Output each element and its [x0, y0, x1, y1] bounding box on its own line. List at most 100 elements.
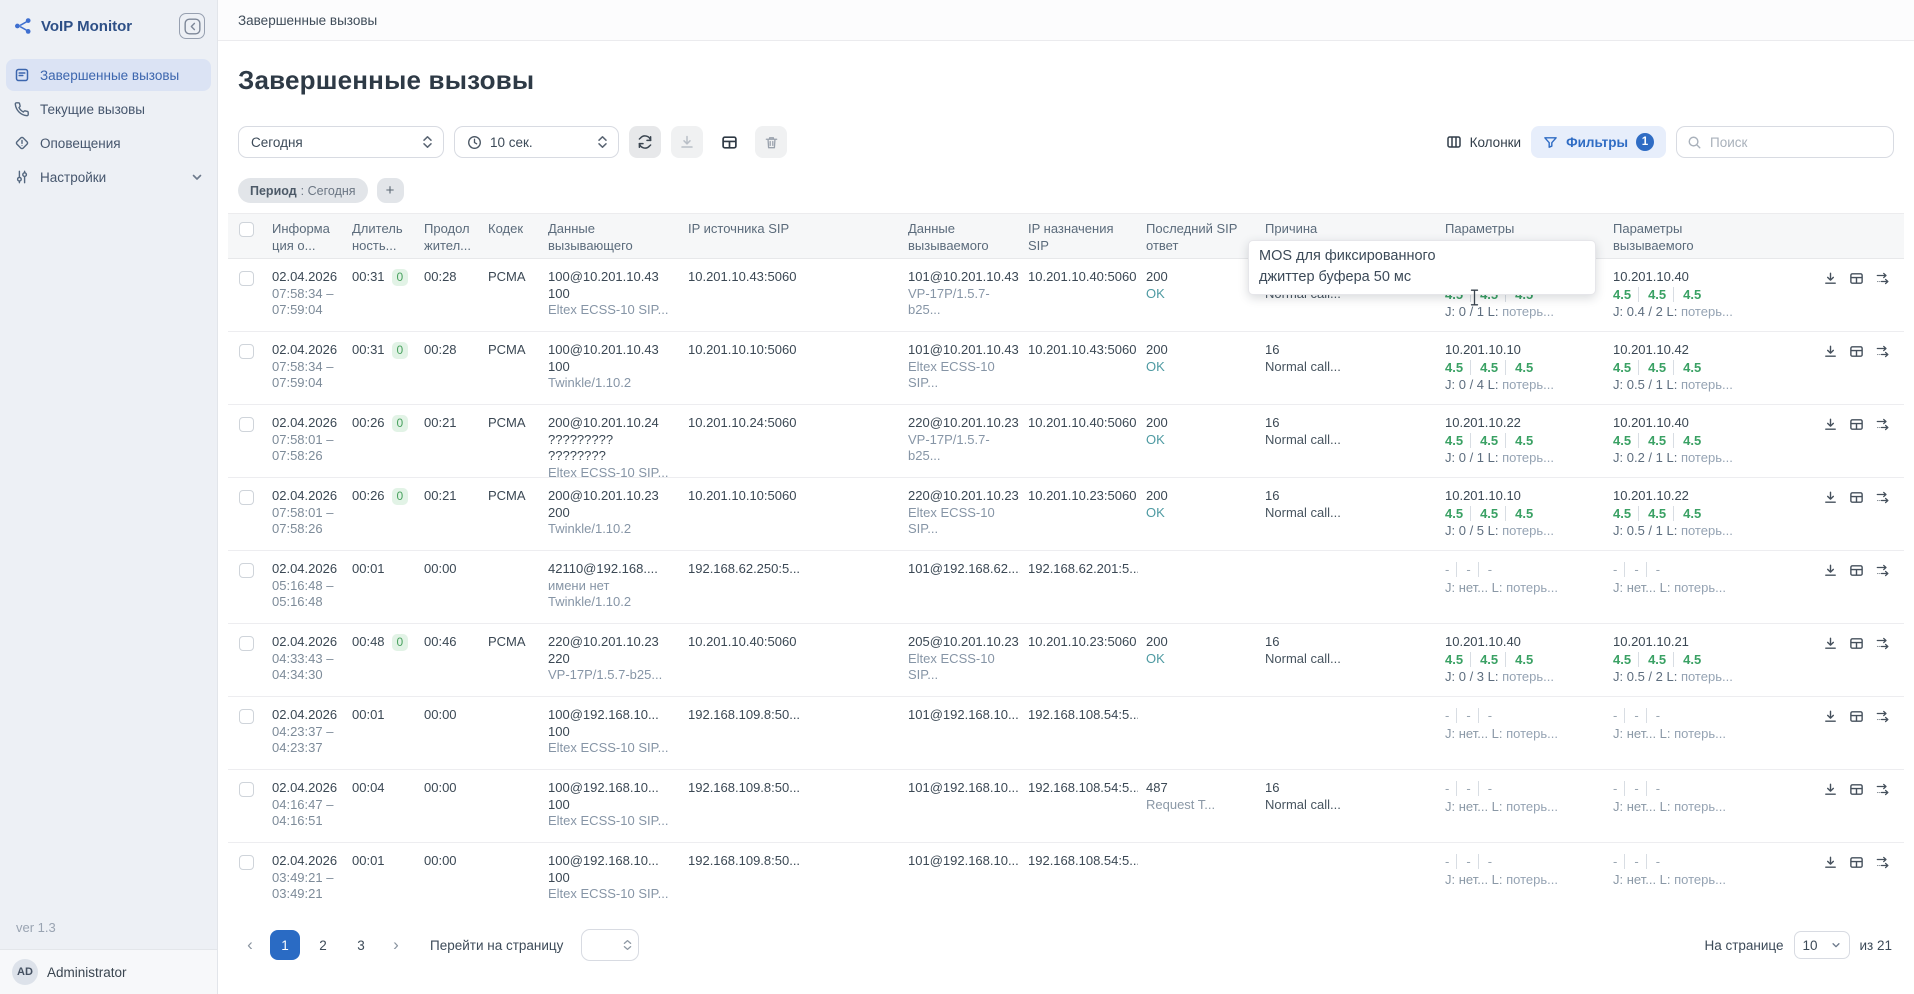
call-start-time: 07:58:01 – — [272, 431, 334, 447]
row-table-button[interactable] — [1849, 490, 1864, 550]
table-view-button[interactable] — [713, 126, 745, 158]
row-download-button[interactable] — [1823, 636, 1838, 696]
reason-code: 16 — [1265, 780, 1280, 795]
row-flow-button[interactable] — [1875, 417, 1890, 477]
column-header[interactable]: Данные вызываемого — [908, 221, 989, 253]
add-filter-button[interactable]: + — [376, 178, 404, 203]
prev-page-button[interactable]: ‹ — [238, 930, 262, 960]
row-flow-button[interactable] — [1875, 271, 1890, 331]
row-checkbox[interactable] — [239, 490, 254, 505]
sidebar-item-alerts[interactable]: Оповещения — [6, 127, 211, 159]
call-end-time: 07:59:04 — [272, 375, 323, 390]
select-all-checkbox[interactable] — [239, 222, 254, 237]
row-actions — [1773, 697, 1904, 769]
filter-chip-period[interactable]: Период : Сегодня — [238, 178, 368, 203]
row-flow-button[interactable] — [1875, 855, 1890, 913]
row-checkbox[interactable] — [239, 782, 254, 797]
row-flow-button[interactable] — [1875, 709, 1890, 769]
row-download-button[interactable] — [1823, 271, 1838, 331]
row-table-button[interactable] — [1849, 709, 1864, 769]
next-page-button[interactable]: › — [384, 930, 408, 960]
column-header[interactable]: Данные вызывающего — [548, 221, 633, 253]
search-input[interactable] — [1710, 134, 1883, 150]
goto-page-input[interactable] — [590, 937, 617, 953]
row-checkbox[interactable] — [239, 636, 254, 651]
column-header[interactable]: Информация о... — [272, 221, 330, 253]
row-table-button[interactable] — [1849, 782, 1864, 842]
spinner-arrows-icon[interactable] — [623, 939, 632, 951]
column-header[interactable]: IP источника SIP — [688, 221, 790, 236]
toolbar: Сегодня 10 сек. — [228, 126, 1904, 158]
column-header[interactable]: Длительность... — [352, 221, 403, 253]
row-checkbox[interactable] — [239, 417, 254, 432]
sidebar-item-current-calls[interactable]: Текущие вызовы — [6, 93, 211, 125]
column-header[interactable]: Параметры вызываемого — [1613, 221, 1694, 253]
table-icon — [1850, 857, 1863, 868]
row-download-button[interactable] — [1823, 490, 1838, 550]
select-arrows-icon — [598, 136, 607, 148]
row-table-button[interactable] — [1849, 563, 1864, 623]
row-flow-button[interactable] — [1875, 636, 1890, 696]
column-header[interactable]: IP назначения SIP — [1028, 221, 1114, 253]
column-header[interactable]: Последний SIP ответ — [1146, 221, 1238, 253]
page-button-2[interactable]: 2 — [308, 930, 338, 960]
user-menu[interactable]: AD Administrator — [0, 949, 217, 994]
caller-name: 100 — [548, 869, 570, 885]
download-icon — [1825, 491, 1836, 503]
row-checkbox[interactable] — [239, 855, 254, 870]
row-table-button[interactable] — [1849, 344, 1864, 404]
column-header[interactable]: Продолжител... — [424, 221, 471, 253]
row-checkbox[interactable] — [239, 271, 254, 286]
sidebar-item-settings[interactable]: Настройки — [6, 161, 211, 193]
caller-name: 100 — [548, 285, 570, 301]
column-header[interactable]: Параметры — [1445, 221, 1515, 236]
column-header[interactable]: Кодек — [488, 221, 524, 236]
sidebar-item-completed-calls[interactable]: Завершенные вызовы — [6, 59, 211, 91]
callee-data-cell: 101@10.201.10.43 VP-17P/1.5.7-b25... — [900, 259, 1020, 331]
export-button[interactable] — [671, 126, 703, 158]
row-table-button[interactable] — [1849, 855, 1864, 913]
loss-value: потерь... — [1506, 871, 1559, 887]
dst-ip-cell: 10.201.10.43:5060 — [1028, 342, 1137, 357]
row-table-button[interactable] — [1849, 417, 1864, 477]
filters-button[interactable]: Фильтры 1 — [1531, 126, 1666, 158]
delete-button[interactable] — [755, 126, 787, 158]
caller-address: 100@192.168.10... — [548, 780, 659, 795]
row-download-button[interactable] — [1823, 417, 1838, 477]
row-checkbox[interactable] — [239, 344, 254, 359]
row-download-button[interactable] — [1823, 344, 1838, 404]
per-page-select[interactable]: 10 — [1793, 931, 1850, 959]
page-title: Завершенные вызовы — [238, 65, 535, 95]
columns-button[interactable]: Колонки — [1446, 134, 1521, 150]
row-download-button[interactable] — [1823, 709, 1838, 769]
row-flow-button[interactable] — [1875, 782, 1890, 842]
download-icon — [1825, 856, 1836, 868]
row-checkbox[interactable] — [239, 709, 254, 724]
row-table-button[interactable] — [1849, 636, 1864, 696]
caller-device: Twinkle/1.10.2 — [548, 594, 632, 609]
reason-cell — [1257, 551, 1437, 623]
table-icon — [1850, 273, 1863, 284]
period-select[interactable]: Сегодня — [238, 126, 444, 158]
caller-device: Eltex ECSS-10 SIP... — [548, 464, 669, 478]
page-button-3[interactable]: 3 — [346, 930, 376, 960]
row-actions — [1773, 843, 1904, 913]
per-page-label: На странице — [1704, 937, 1784, 953]
page-button-1[interactable]: 1 — [270, 930, 300, 960]
row-flow-button[interactable] — [1875, 344, 1890, 404]
refresh-interval-select[interactable]: 10 сек. — [454, 126, 619, 158]
call-start-time: 04:33:43 – — [272, 650, 334, 666]
sidebar-collapse-button[interactable] — [179, 13, 205, 39]
row-download-button[interactable] — [1823, 563, 1838, 623]
row-flow-button[interactable] — [1875, 490, 1890, 550]
row-flow-button[interactable] — [1875, 563, 1890, 623]
caller-data-cell: 100@10.201.10.43 100 Eltex ECSS-10 SIP..… — [540, 259, 680, 331]
row-checkbox[interactable] — [239, 563, 254, 578]
row-download-button[interactable] — [1823, 782, 1838, 842]
caller-device: VP-17P/1.5.7-b25... — [548, 667, 663, 682]
refresh-button[interactable] — [629, 126, 661, 158]
row-table-button[interactable] — [1849, 271, 1864, 331]
row-download-button[interactable] — [1823, 855, 1838, 913]
